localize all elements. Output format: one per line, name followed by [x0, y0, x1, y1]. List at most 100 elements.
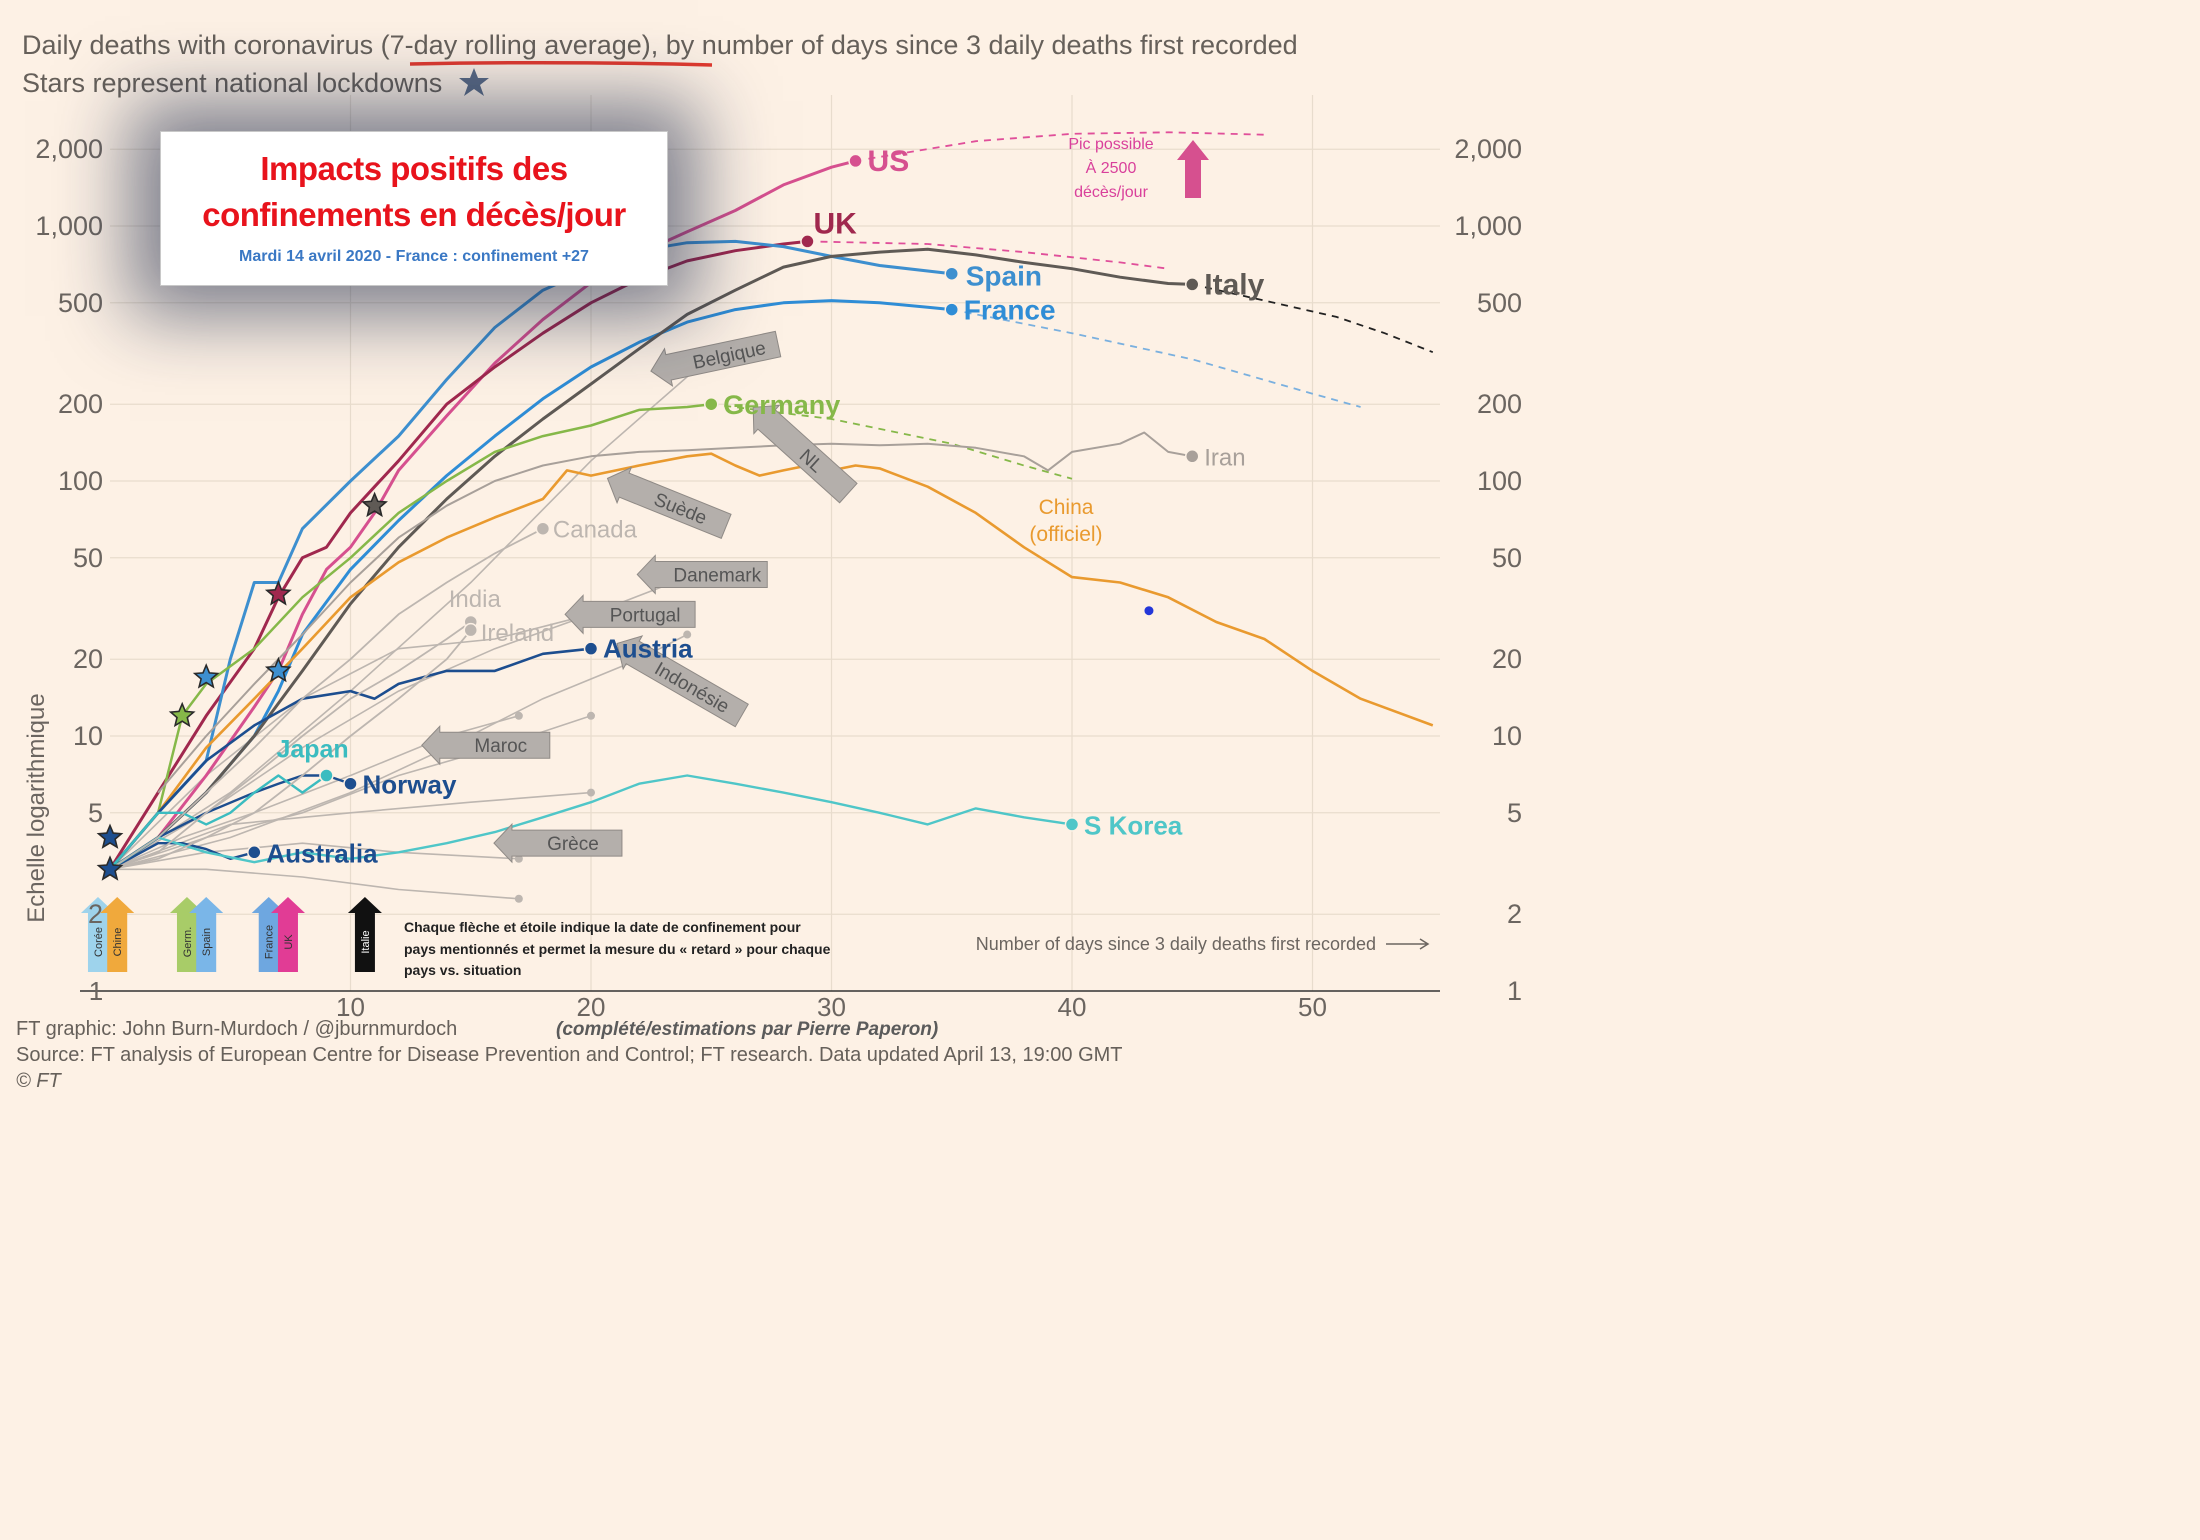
series-line-germany	[109, 402, 712, 871]
lockdown-arrow-cor-e: Corée	[80, 897, 115, 972]
y-tick-label-left-500: 500	[58, 288, 103, 318]
series-endpoint-austria	[583, 641, 599, 656]
grey-series-line	[109, 791, 592, 871]
y-tick-label-right-5: 5	[1507, 798, 1522, 828]
lockdown-star-icon	[192, 663, 220, 689]
peak-note-line1: Pic possible	[1068, 136, 1154, 153]
series-label-spain: Spain	[966, 261, 1042, 292]
series-endpoint-france	[944, 302, 959, 317]
lockdown-star-icon	[361, 491, 388, 518]
series-label-china: China	[1039, 496, 1094, 519]
series-label-china-sub: (officiel)	[1029, 523, 1102, 546]
lockdown-arrow-germ: Germ.	[169, 897, 204, 972]
grey-arrow-portugal: Portugal	[564, 594, 696, 635]
series-line-france	[109, 299, 952, 871]
footer-source: Source: FT analysis of European Centre f…	[16, 1044, 1123, 1066]
up-arrow-icon	[270, 897, 305, 972]
chart-subtitle: Stars represent national lockdowns	[22, 67, 490, 99]
series-line-japan	[109, 774, 328, 871]
projection-italy	[1192, 283, 1434, 354]
grey-series-endpoint	[683, 630, 692, 639]
lockdown-arrow-italie: Italie	[347, 897, 382, 972]
grey-arrow-belgique: Belgique	[650, 330, 782, 388]
series-lines	[108, 159, 1434, 871]
left-arrow-icon	[606, 466, 732, 540]
peak-up-arrow-icon	[1177, 140, 1209, 198]
chart-subtitle-text: Stars represent national lockdowns	[22, 68, 443, 98]
lockdown-arrow-spain: Spain	[189, 897, 224, 972]
chart-axes: 10 20 30 40 50 1 2 2 5 5 10 10 20 20 50 50 100 100 200 200 5…	[23, 134, 1522, 1022]
annotation-box: Impacts positifs des confinements en déc…	[160, 131, 668, 286]
chart-title: Daily deaths with coronavirus (7-day rol…	[22, 30, 1298, 60]
series-endpoint-canada	[535, 521, 551, 536]
left-arrow-icon	[493, 822, 623, 864]
series-endpoint-iran	[1185, 449, 1200, 464]
series-endpoint-australia	[247, 845, 262, 860]
y-tick-label-left-10: 10	[73, 721, 103, 751]
lockdown-star-icon	[168, 701, 196, 728]
left-arrow-icon	[616, 635, 749, 728]
y-tick-label-right-100: 100	[1477, 466, 1522, 496]
origin-tick-label: 1	[89, 976, 103, 1006]
grey-series-endpoint	[514, 711, 523, 720]
series-endpoints	[247, 153, 1200, 860]
grey-series-endpoint	[514, 894, 523, 903]
x-tick-label-10: 10	[336, 992, 365, 1022]
chart-canvas: Corée Chine Germ. Spain France UK Italie Belgi…	[23, 95, 1522, 1022]
series-line-india	[109, 621, 472, 871]
annotation-subtitle: Mardi 14 avril 2020 - France : confineme…	[239, 248, 589, 265]
lockdown-arrow-label: UK	[283, 934, 295, 950]
y-tick-label-left-2000: 2,000	[35, 134, 103, 164]
up-arrow-icon	[80, 897, 115, 972]
grey-series-line	[109, 842, 519, 871]
lockdown-star-icon	[264, 656, 292, 683]
lockdown-arrow-label: France	[264, 925, 276, 959]
x-tick-label-40: 40	[1058, 992, 1087, 1022]
projection-france	[951, 308, 1361, 408]
left-arrow-icon	[636, 554, 768, 595]
x-tick-label-50: 50	[1298, 992, 1327, 1022]
up-arrow-icon	[347, 897, 382, 972]
left-arrow-icon	[564, 594, 696, 635]
y-tick-label-right-2000: 2,000	[1454, 134, 1522, 164]
lockdown-star-icon	[96, 855, 124, 881]
lockdown-arrow-label: Germ.	[182, 927, 194, 958]
annotation-title-line1: Impacts positifs des	[260, 150, 568, 187]
series-line-ireland	[109, 629, 472, 871]
lockdown-arrow-label: Spain	[201, 928, 213, 956]
lockdown-arrow-chine: Chine	[100, 897, 135, 972]
series-endpoint-italy	[1185, 277, 1200, 292]
lockdown-arrows: Corée Chine Germ. Spain France UK Italie	[80, 140, 1209, 972]
series-line-italy	[109, 247, 1193, 871]
up-arrow-icon	[189, 897, 224, 972]
grey-arrow-maroc: Maroc	[421, 724, 551, 766]
series-endpoint-germany	[704, 396, 719, 412]
peak-note: Pic possible À 2500 décès/jour	[1046, 133, 1176, 205]
series-endpoint-japan	[319, 768, 334, 783]
y-tick-label-left-50: 50	[73, 543, 103, 573]
y-tick-label-left-5: 5	[88, 798, 103, 828]
lockdown-arrow-label: Corée	[93, 927, 105, 957]
peak-note-line3: décès/jour	[1074, 184, 1148, 201]
projection-lines	[711, 131, 1434, 480]
x-tick-label-30: 30	[817, 992, 846, 1022]
series-label-austria: Austria	[603, 634, 693, 664]
series-label-australia: Australia	[266, 838, 378, 868]
grey-series-line	[109, 355, 712, 870]
y-tick-label-left-1000: 1,000	[35, 211, 103, 241]
left-arrow-icon	[421, 724, 551, 766]
lockdown-arrow-label: Chine	[112, 928, 124, 957]
series-label-norway: Norway	[363, 770, 457, 800]
grey-arrow-danemark: Danemark	[636, 554, 768, 595]
series-line-uk	[108, 239, 808, 871]
footer-copyright: © FT	[16, 1070, 61, 1092]
grey-arrow-label: Maroc	[474, 736, 527, 757]
series-endpoint-s-korea	[1064, 817, 1080, 832]
x-axis-label: Number of days since 3 daily deaths firs…	[976, 934, 1376, 954]
peak-note-line2: À 2500	[1085, 160, 1137, 177]
lockdown-stars	[96, 491, 388, 881]
lockdown-arrow-uk: UK	[270, 897, 305, 972]
left-arrow-icon	[752, 404, 858, 504]
series-line-us	[109, 159, 856, 871]
